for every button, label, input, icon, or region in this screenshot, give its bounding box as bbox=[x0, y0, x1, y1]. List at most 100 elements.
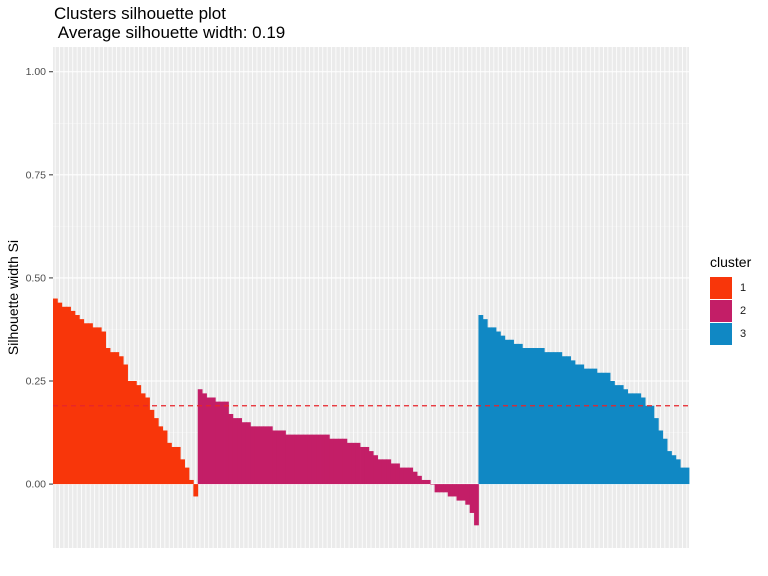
bar-cluster-2 bbox=[338, 438, 343, 485]
bar-cluster-1 bbox=[70, 310, 76, 485]
bar-cluster-1 bbox=[88, 323, 93, 485]
legend: cluster 1 2 3 bbox=[710, 254, 751, 345]
bar-cluster-3 bbox=[667, 451, 672, 485]
chart-title: Clusters silhouette plot bbox=[54, 4, 226, 23]
bar-cluster-2 bbox=[228, 413, 234, 485]
bar-cluster-2 bbox=[430, 484, 435, 485]
bar-cluster-3 bbox=[640, 397, 646, 485]
bar-cluster-2 bbox=[237, 418, 243, 485]
bar-cluster-3 bbox=[614, 385, 620, 485]
bar-cluster-3 bbox=[548, 352, 554, 485]
bar-cluster-3 bbox=[684, 467, 690, 485]
bar-cluster-2 bbox=[289, 434, 295, 485]
legend-label-1: 1 bbox=[740, 281, 747, 294]
bar-cluster-3 bbox=[623, 389, 628, 485]
bar-cluster-2 bbox=[254, 426, 260, 485]
bar-cluster-1 bbox=[123, 364, 128, 485]
bar-cluster-2 bbox=[434, 484, 440, 493]
legend-item-2: 2 bbox=[710, 299, 751, 322]
bar-cluster-1 bbox=[66, 306, 71, 485]
bar-cluster-2 bbox=[250, 426, 256, 485]
bar-cluster-2 bbox=[373, 455, 378, 485]
bar-cluster-1 bbox=[92, 327, 98, 485]
legend-key-2 bbox=[710, 299, 732, 322]
bar-cluster-1 bbox=[140, 393, 146, 485]
bar-cluster-3 bbox=[653, 418, 659, 485]
bar-cluster-3 bbox=[583, 368, 589, 485]
bar-cluster-3 bbox=[596, 372, 602, 485]
bar-cluster-2 bbox=[438, 484, 444, 493]
bar-cluster-2 bbox=[395, 463, 400, 485]
bar-cluster-2 bbox=[241, 422, 247, 485]
bar-cluster-2 bbox=[368, 451, 374, 485]
bar-cluster-2 bbox=[360, 446, 365, 485]
bar-cluster-2 bbox=[281, 430, 286, 485]
bar-cluster-2 bbox=[224, 401, 229, 485]
bar-cluster-1 bbox=[53, 298, 58, 485]
bar-cluster-3 bbox=[539, 348, 545, 485]
bar-cluster-3 bbox=[605, 372, 611, 485]
bar-cluster-3 bbox=[610, 381, 615, 485]
bar-cluster-1 bbox=[193, 484, 199, 497]
bar-cluster-2 bbox=[329, 438, 335, 485]
bar-cluster-3 bbox=[658, 430, 664, 485]
y-axis-label: Silhouette width Si bbox=[5, 240, 21, 355]
bar-cluster-2 bbox=[342, 438, 348, 485]
bar-cluster-3 bbox=[500, 335, 506, 485]
bar-cluster-1 bbox=[105, 348, 111, 485]
bar-cluster-2 bbox=[417, 475, 422, 485]
bar-cluster-3 bbox=[636, 393, 642, 485]
bar-cluster-2 bbox=[232, 418, 238, 485]
bar-cluster-3 bbox=[544, 352, 550, 485]
bar-cluster-1 bbox=[184, 467, 190, 485]
y-tick-label: 0.00 bbox=[26, 479, 47, 491]
bar-cluster-3 bbox=[601, 372, 607, 485]
bar-cluster-2 bbox=[460, 484, 466, 501]
bar-cluster-2 bbox=[197, 389, 203, 485]
bar-cluster-2 bbox=[202, 393, 207, 485]
bar-cluster-1 bbox=[114, 352, 120, 485]
bar-cluster-3 bbox=[517, 343, 523, 485]
bar-cluster-3 bbox=[645, 405, 650, 485]
bar-cluster-3 bbox=[680, 467, 686, 485]
bar-cluster-2 bbox=[421, 479, 427, 485]
bar-cluster-2 bbox=[346, 442, 352, 485]
bar-cluster-3 bbox=[566, 356, 571, 485]
chart-subtitle: Average silhouette width: 0.19 bbox=[54, 23, 286, 42]
bar-cluster-1 bbox=[153, 418, 159, 485]
bar-cluster-1 bbox=[79, 319, 85, 485]
legend-label-3: 3 bbox=[740, 327, 747, 340]
bar-cluster-1 bbox=[188, 479, 194, 485]
legend-key-3 bbox=[710, 322, 732, 345]
bar-cluster-3 bbox=[535, 348, 541, 485]
bar-cluster-3 bbox=[627, 393, 633, 485]
bar-cluster-1 bbox=[61, 306, 67, 485]
bar-cluster-2 bbox=[408, 467, 414, 485]
bar-cluster-2 bbox=[307, 434, 313, 485]
bar-cluster-3 bbox=[513, 343, 519, 485]
bar-cluster-2 bbox=[219, 401, 225, 485]
bar-cluster-2 bbox=[276, 430, 282, 485]
bar-cluster-3 bbox=[570, 360, 576, 485]
bar-cluster-1 bbox=[127, 381, 133, 485]
y-axis: 0.00 0.25 0.50 0.75 1.00 bbox=[26, 66, 53, 491]
bar-cluster-2 bbox=[390, 463, 396, 485]
y-tick-label: 1.00 bbox=[26, 66, 47, 78]
bar-cluster-2 bbox=[425, 479, 431, 485]
bar-cluster-2 bbox=[386, 459, 392, 485]
bar-cluster-2 bbox=[259, 426, 264, 485]
bar-cluster-2 bbox=[215, 401, 221, 485]
bar-cluster-2 bbox=[303, 434, 308, 485]
bar-cluster-3 bbox=[478, 315, 484, 485]
bar-cluster-2 bbox=[412, 471, 418, 485]
bar-cluster-2 bbox=[272, 430, 278, 485]
bar-cluster-3 bbox=[482, 319, 488, 485]
bar-cluster-2 bbox=[399, 467, 405, 485]
bar-cluster-1 bbox=[101, 331, 107, 485]
bar-cluster-2 bbox=[351, 442, 357, 485]
bar-cluster-2 bbox=[210, 397, 216, 485]
bar-cluster-2 bbox=[456, 484, 462, 501]
legend-title: cluster bbox=[710, 254, 752, 270]
bar-cluster-3 bbox=[671, 455, 677, 485]
bar-cluster-2 bbox=[316, 434, 321, 485]
